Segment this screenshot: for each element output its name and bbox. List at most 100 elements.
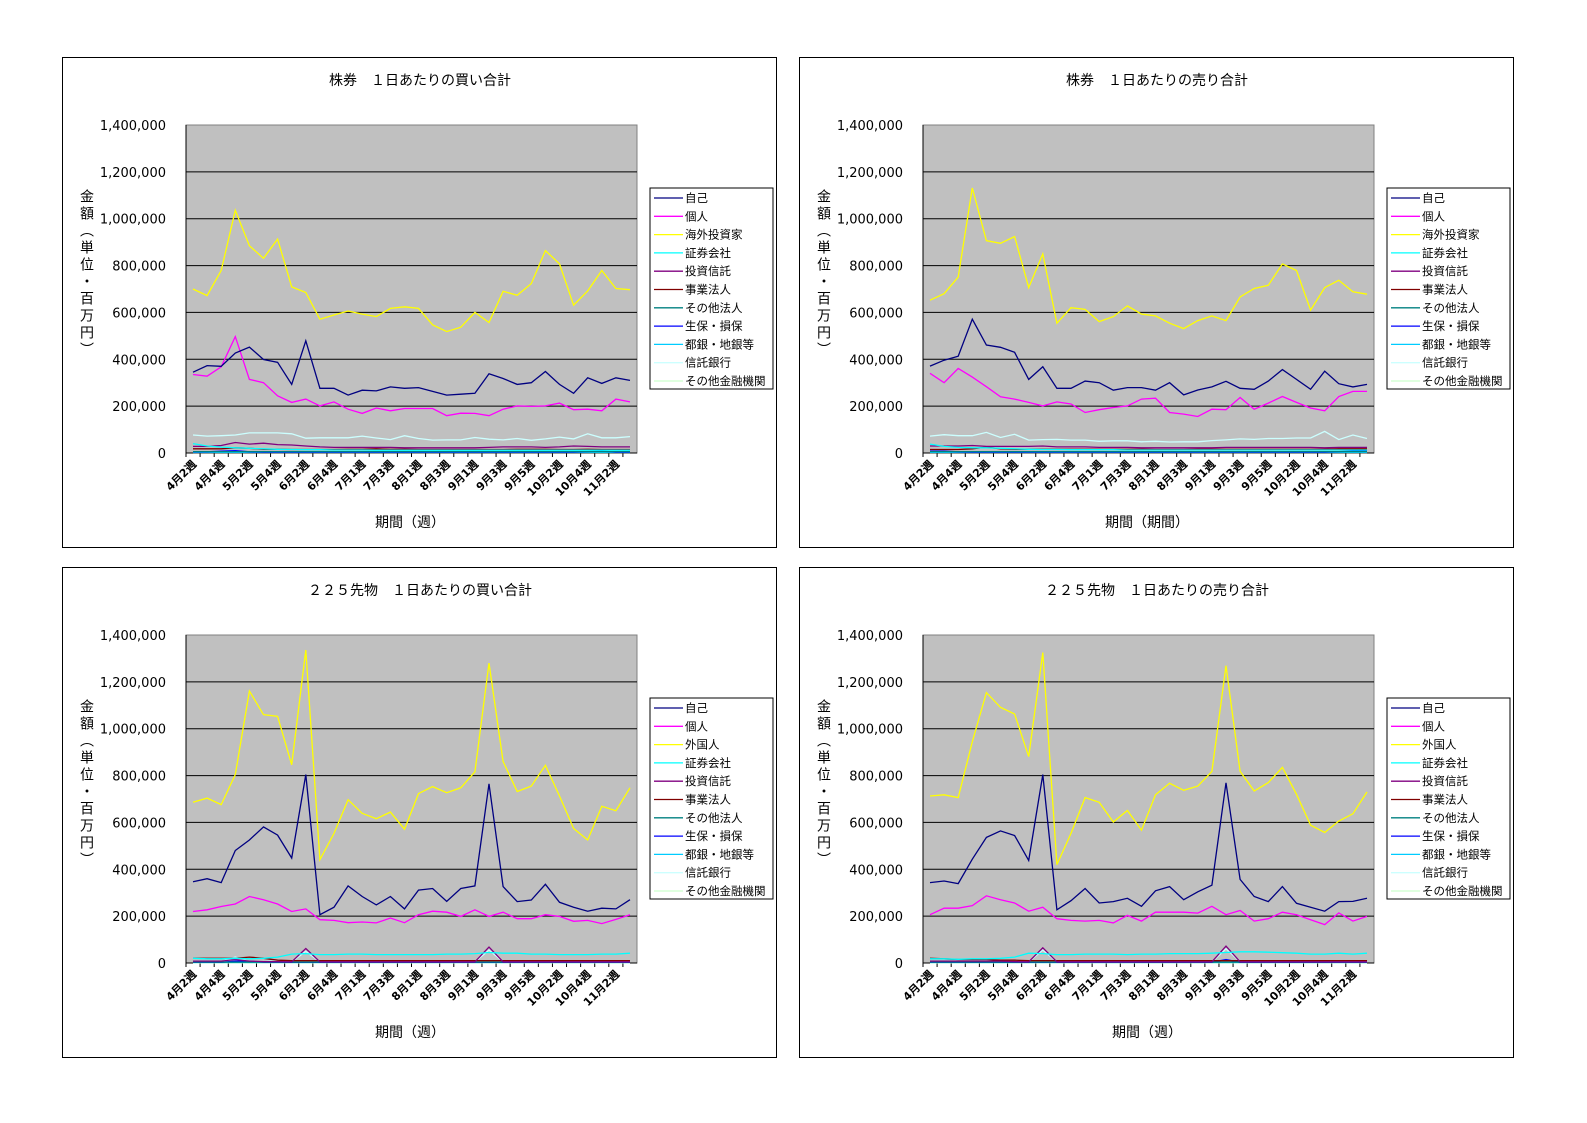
- legend-label: 個人: [1422, 719, 1445, 733]
- legend-label: 個人: [1422, 209, 1445, 223]
- series-line-2: [929, 187, 1368, 330]
- y-tick-label: 1,400,000: [100, 119, 166, 134]
- legend-label: その他金融機関: [685, 884, 766, 898]
- legend-label: 投資信託: [685, 264, 731, 278]
- plot-area: [185, 124, 638, 454]
- plot-area: [922, 124, 1375, 454]
- series-line-3: [929, 443, 1367, 451]
- y-tick-label: 1,200,000: [100, 676, 166, 691]
- y-tick-label: 400,000: [849, 353, 903, 368]
- legend-label: その他金融機関: [1422, 884, 1503, 898]
- chart-title: ２２５先物 １日あたりの売り合計: [1045, 583, 1269, 599]
- legend-label: その他金融機関: [1422, 374, 1503, 388]
- y-tick-label: 200,000: [112, 910, 166, 925]
- series-line-1: [192, 895, 631, 925]
- y-tick-label: 0: [895, 447, 903, 462]
- y-tick-label: 1,400,000: [837, 629, 903, 644]
- legend: [649, 187, 774, 390]
- chart-futures-sell: ２２５先物 １日あたりの売り合計 0 200,000 400,000 600,000 80…: [799, 567, 1514, 1058]
- legend-label: 生保・損保: [1422, 829, 1480, 843]
- y-tick-label: 1,200,000: [837, 166, 903, 181]
- legend-label: 証券会社: [685, 756, 731, 770]
- y-tick-label: 800,000: [849, 770, 903, 785]
- y-tick-label: 1,000,000: [837, 213, 903, 228]
- chart-title: ２２５先物 １日あたりの買い合計: [308, 583, 532, 599]
- y-tick-label: 1,000,000: [837, 723, 903, 738]
- y-axis-title: 金額（単位・百万円）: [78, 699, 94, 869]
- y-tick-label: 1,000,000: [100, 723, 166, 738]
- legend-label: 投資信託: [1422, 774, 1468, 788]
- x-axis-title: 期間（期間）: [1105, 515, 1189, 531]
- chart-svg: 株券 １日あたりの売り合計 0 200,000 400,000 600,000 800,0…: [799, 57, 1514, 548]
- legend-label: その他法人: [1422, 301, 1480, 315]
- series-line-5: [929, 957, 1367, 962]
- legend: [1386, 697, 1511, 900]
- series-line-9: [192, 432, 631, 441]
- chart-svg: ２２５先物 １日あたりの買い合計 0 200,000 400,000 600,000 80…: [62, 567, 777, 1058]
- y-tick-label: 800,000: [849, 260, 903, 275]
- legend-label: 都銀・地銀等: [685, 847, 754, 861]
- legend-label: 事業法人: [685, 283, 731, 297]
- legend-label: 個人: [685, 719, 708, 733]
- series-line-2: [929, 652, 1368, 865]
- y-tick-label: 0: [895, 957, 903, 972]
- y-tick-label: 400,000: [112, 863, 166, 878]
- legend-label: 信託銀行: [685, 356, 731, 370]
- legend-label: 信託銀行: [1422, 866, 1468, 880]
- y-tick-label: 1,200,000: [837, 676, 903, 691]
- plot-area: [185, 634, 638, 964]
- chart-stock-sell: 株券 １日あたりの売り合計 0 200,000 400,000 600,000 800,0…: [799, 57, 1514, 548]
- legend-label: 信託銀行: [1422, 356, 1468, 370]
- legend-label: 証券会社: [685, 246, 731, 260]
- legend-label: その他法人: [685, 811, 743, 825]
- series-line-3: [192, 951, 631, 960]
- legend-label: 都銀・地銀等: [1422, 337, 1491, 351]
- series-line-9: [929, 430, 1368, 443]
- series-line-4: [193, 946, 630, 963]
- chart-title: 株券 １日あたりの買い合計: [329, 73, 511, 89]
- legend-label: 外国人: [685, 738, 720, 752]
- legend-label: 生保・損保: [685, 829, 743, 843]
- legend-label: その他法人: [685, 301, 743, 315]
- chart-title: 株券 １日あたりの売り合計: [1066, 73, 1248, 89]
- chart-svg: ２２５先物 １日あたりの売り合計 0 200,000 400,000 600,000 80…: [799, 567, 1514, 1058]
- legend-label: 海外投資家: [1422, 228, 1480, 242]
- legend-label: 個人: [685, 209, 708, 223]
- legend-label: 自己: [685, 191, 708, 205]
- y-axis-title: 金額（単位・百万円）: [815, 699, 831, 869]
- legend-label: 投資信託: [1422, 264, 1468, 278]
- y-tick-label: 600,000: [849, 816, 903, 831]
- series-line-0: [929, 774, 1368, 912]
- y-axis-title: 金額（単位・百万円）: [815, 189, 831, 359]
- legend-label: 海外投資家: [685, 228, 743, 242]
- chart-futures-buy: ２２５先物 １日あたりの買い合計 0 200,000 400,000 600,000 80…: [62, 567, 777, 1058]
- legend-label: 自己: [1422, 191, 1445, 205]
- y-tick-label: 600,000: [112, 816, 166, 831]
- series-line-0: [192, 774, 631, 916]
- legend-label: 事業法人: [1422, 793, 1468, 807]
- chart-stock-buy: 株券 １日あたりの買い合計 0 200,000 400,000 600,000 800,0…: [62, 57, 777, 548]
- series-line-2: [192, 208, 631, 333]
- y-axis-title: 金額（単位・百万円）: [78, 189, 94, 359]
- x-axis-title: 期間（週）: [375, 515, 445, 531]
- series-line-4: [930, 444, 1367, 449]
- y-tick-label: 800,000: [112, 770, 166, 785]
- y-tick-label: 1,200,000: [100, 166, 166, 181]
- y-tick-label: 600,000: [849, 306, 903, 321]
- chart-svg: 株券 １日あたりの買い合計 0 200,000 400,000 600,000 800,0…: [62, 57, 777, 548]
- y-tick-label: 1,400,000: [837, 119, 903, 134]
- x-axis-title: 期間（週）: [1112, 1025, 1182, 1041]
- series-line-2: [192, 649, 631, 863]
- series-line-4: [930, 945, 1367, 963]
- series-line-1: [192, 334, 631, 417]
- series-line-3: [192, 442, 630, 451]
- legend: [1386, 187, 1511, 390]
- legend-label: 投資信託: [685, 774, 731, 788]
- y-tick-label: 600,000: [112, 306, 166, 321]
- legend-label: 外国人: [1422, 738, 1457, 752]
- legend-label: 自己: [685, 701, 708, 715]
- legend-label: 事業法人: [685, 793, 731, 807]
- y-tick-label: 400,000: [112, 353, 166, 368]
- series-line-3: [930, 951, 1368, 960]
- y-tick-label: 200,000: [849, 910, 903, 925]
